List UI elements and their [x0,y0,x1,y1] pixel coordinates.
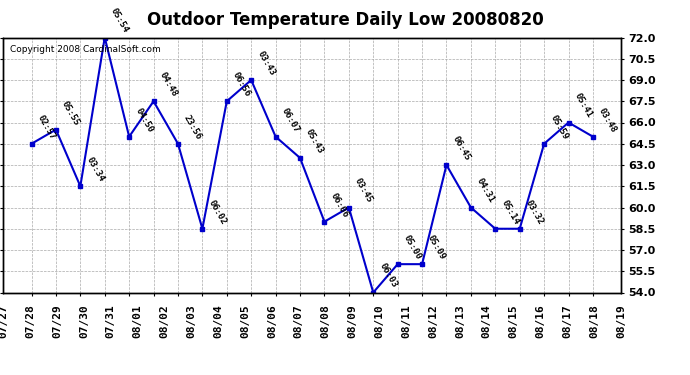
Text: 08/05: 08/05 [240,304,250,338]
Text: 08/16: 08/16 [535,304,546,338]
Text: 06:03: 06:03 [377,262,399,290]
Text: 07/30: 07/30 [79,304,89,338]
Text: Copyright 2008 CardinalSoft.com: Copyright 2008 CardinalSoft.com [10,45,160,54]
Text: 08/01: 08/01 [132,304,143,338]
Text: 03:34: 03:34 [84,156,106,183]
Text: 08/03: 08/03 [186,304,197,338]
Text: 03:48: 03:48 [597,106,618,134]
Text: 05:14: 05:14 [500,198,521,226]
Text: 07/31: 07/31 [106,304,116,338]
Text: 08/02: 08/02 [159,304,170,338]
Text: 03:32: 03:32 [524,198,545,226]
Text: 08/07: 08/07 [294,304,304,338]
Text: 07/27: 07/27 [0,304,8,338]
Text: 06:06: 06:06 [328,191,350,219]
Text: 06:07: 06:07 [279,106,301,134]
Text: 05:43: 05:43 [304,128,326,155]
Text: 08/08: 08/08 [321,304,331,338]
Text: 08/14: 08/14 [482,304,492,338]
Text: 08/19: 08/19 [616,304,626,338]
Text: 08/10: 08/10 [375,304,384,338]
Text: 05:00: 05:00 [402,234,423,261]
Text: 05:55: 05:55 [60,99,81,127]
Text: 08/17: 08/17 [562,304,572,338]
Text: 06:45: 06:45 [451,135,472,162]
Text: 08/15: 08/15 [509,304,519,338]
Text: 07/29: 07/29 [52,304,62,338]
Text: 05:59: 05:59 [549,113,569,141]
Text: 06:02: 06:02 [206,198,228,226]
Text: 03:45: 03:45 [353,177,374,205]
Text: 04:31: 04:31 [475,177,496,205]
Text: Outdoor Temperature Daily Low 20080820: Outdoor Temperature Daily Low 20080820 [146,11,544,29]
Text: 08/09: 08/09 [348,304,357,338]
Text: 08/18: 08/18 [589,304,599,338]
Text: 08/11: 08/11 [401,304,411,338]
Text: 07/28: 07/28 [26,304,35,338]
Text: 05:54: 05:54 [109,7,130,35]
Text: 08/04: 08/04 [213,304,224,338]
Text: 08/12: 08/12 [428,304,438,338]
Text: 05:41: 05:41 [573,92,594,120]
Text: 06:56: 06:56 [231,71,252,99]
Text: 08/13: 08/13 [455,304,465,338]
Text: 08/06: 08/06 [267,304,277,338]
Text: 23:56: 23:56 [182,113,204,141]
Text: 04:48: 04:48 [158,71,179,99]
Text: 05:09: 05:09 [426,234,447,261]
Text: 02:57: 02:57 [36,113,57,141]
Text: 03:43: 03:43 [255,50,277,77]
Text: 04:50: 04:50 [133,106,155,134]
